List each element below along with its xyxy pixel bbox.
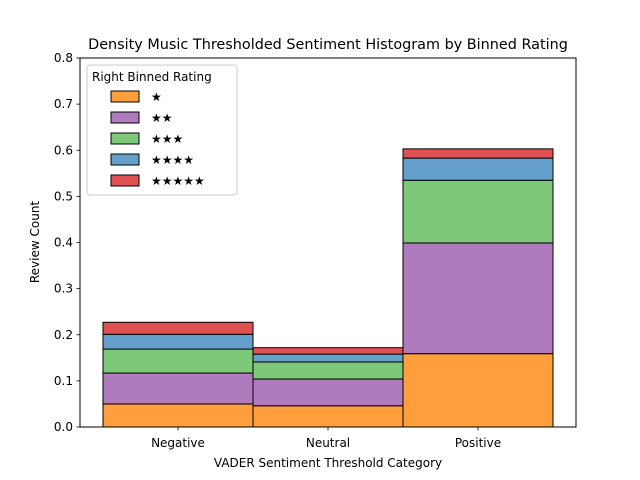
bar-segment [252,405,404,428]
bar-segment [102,403,254,428]
bar-segment [102,372,254,405]
legend-swatch [110,153,140,166]
chart-title: Density Music Thresholded Sentiment Hist… [88,37,568,53]
y-tick-label: 0.3 [54,282,73,296]
bar-segment [402,179,554,244]
legend-label: ★ [151,90,162,104]
legend: Right Binned Rating ★★★★★★★★★★★★★★★ [86,64,238,196]
bar-segment [252,361,404,380]
y-tick-label: 0.8 [54,51,73,65]
bar-segment [252,347,404,355]
legend-swatch [110,132,140,145]
bar-segment [402,148,554,159]
legend-title: Right Binned Rating [92,70,212,84]
y-tick-label: 0.0 [54,420,73,434]
bar-segment [402,242,554,355]
legend-swatch [110,174,140,187]
y-tick-label: 0.7 [54,97,73,111]
y-tick-label: 0.2 [54,328,73,342]
x-tick-label: Negative [151,436,205,450]
x-tick-label: Positive [455,436,501,450]
bar-segment [252,378,404,407]
y-tick-label: 0.1 [54,374,73,388]
bar-segment [102,321,254,335]
bar-stacks [102,148,554,428]
bar-segment [252,353,404,363]
legend-label: ★★ [151,111,173,125]
bar-segment [102,333,254,350]
bar-segment [402,157,554,181]
y-axis: 0.0 0.1 0.2 0.3 0.4 0.5 0.6 0.7 0.8 [54,51,80,434]
legend-label: ★★★★ [151,153,194,167]
legend-swatch [110,90,140,103]
x-axis-label: VADER Sentiment Threshold Category [214,456,442,470]
legend-label: ★★★ [151,132,183,146]
legend-label: ★★★★★ [151,174,205,188]
y-tick-label: 0.4 [54,236,73,250]
y-tick-label: 0.6 [54,143,73,157]
x-axis: Negative Neutral Positive [151,427,501,450]
x-tick-label: Neutral [306,436,350,450]
y-axis-label: Review Count [28,201,42,284]
bar-segment [102,348,254,374]
y-tick-label: 0.5 [54,189,73,203]
bar-segment [402,353,554,428]
legend-swatch [110,111,140,124]
